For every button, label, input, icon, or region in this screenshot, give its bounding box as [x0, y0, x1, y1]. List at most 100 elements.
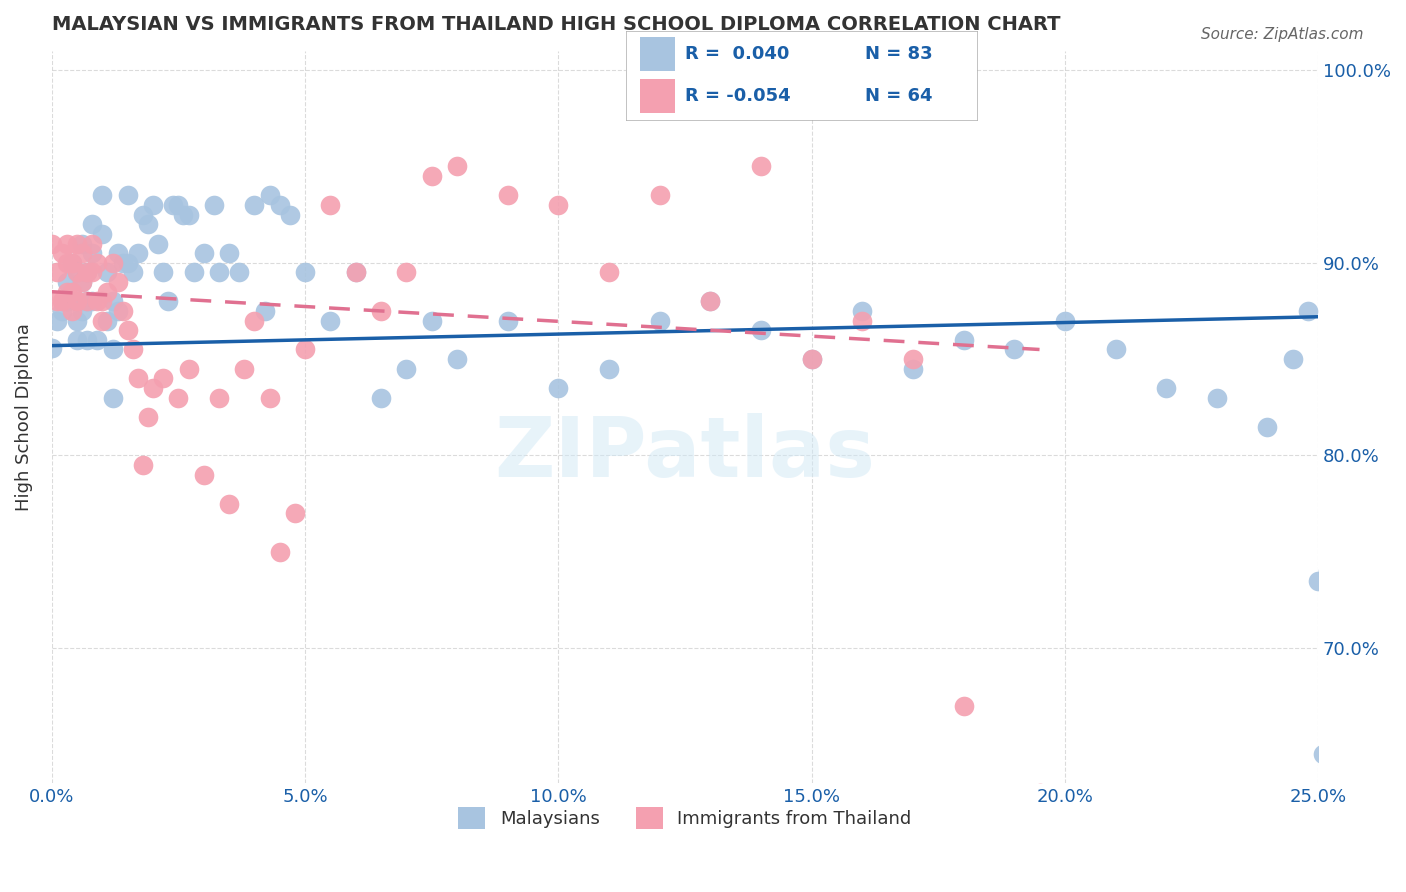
Point [162, 198, 184, 212]
Point [127, 246, 149, 260]
Point [142, 198, 165, 212]
Point [193, 467, 215, 482]
Point [598, 265, 620, 279]
Point [56, 275, 79, 289]
Point [86, 294, 108, 309]
Point [82, 265, 104, 279]
Point [70, 275, 93, 289]
Point [70, 275, 93, 289]
Point [243, 198, 266, 212]
Point [1317, 564, 1340, 578]
Point [60, 304, 83, 318]
Point [142, 381, 165, 395]
Point [101, 294, 124, 309]
Text: Source: ZipAtlas.com: Source: ZipAtlas.com [1201, 27, 1364, 42]
Point [648, 188, 671, 202]
Point [82, 246, 104, 260]
Text: ZIPatlas: ZIPatlas [495, 413, 876, 494]
Point [208, 391, 231, 405]
Point [496, 188, 519, 202]
Point [76, 265, 98, 279]
Point [1154, 381, 1177, 395]
Point [253, 304, 276, 318]
Point [395, 265, 418, 279]
Point [1053, 313, 1076, 327]
Point [76, 294, 98, 309]
Point [344, 265, 367, 279]
Point [420, 313, 443, 327]
Text: R = -0.054: R = -0.054 [686, 87, 792, 105]
Point [132, 458, 155, 472]
Point [76, 333, 98, 347]
Point [121, 343, 143, 357]
Point [1296, 304, 1319, 318]
Point [284, 506, 307, 520]
Point [218, 497, 240, 511]
Point [446, 160, 468, 174]
Point [60, 256, 83, 270]
Point [177, 361, 200, 376]
Point [1256, 419, 1278, 434]
Point [319, 313, 342, 327]
Point [117, 323, 139, 337]
Point [1104, 343, 1126, 357]
Point [70, 236, 93, 251]
Point [259, 188, 281, 202]
Point [370, 304, 392, 318]
Point [218, 246, 240, 260]
Point [136, 217, 159, 231]
Point [96, 313, 118, 327]
Point [101, 256, 124, 270]
Point [233, 361, 256, 376]
Point [202, 198, 225, 212]
Point [598, 361, 620, 376]
Point [172, 208, 194, 222]
Point [152, 265, 174, 279]
Point [91, 313, 114, 327]
Point [193, 246, 215, 260]
Point [952, 333, 974, 347]
Point [127, 371, 149, 385]
Point [51, 294, 73, 309]
Point [446, 352, 468, 367]
Text: N = 83: N = 83 [865, 45, 932, 63]
Point [45, 294, 67, 309]
Point [1205, 391, 1227, 405]
Point [56, 294, 79, 309]
Point [699, 294, 721, 309]
Point [66, 294, 89, 309]
Point [107, 304, 129, 318]
Point [157, 294, 180, 309]
Point [121, 265, 143, 279]
Point [370, 391, 392, 405]
Point [86, 333, 108, 347]
Point [76, 294, 98, 309]
Point [319, 198, 342, 212]
Point [41, 341, 63, 355]
Point [749, 160, 772, 174]
Point [60, 285, 83, 299]
Point [82, 294, 104, 309]
Point [167, 391, 190, 405]
Point [45, 265, 67, 279]
Point [243, 313, 266, 327]
Point [86, 256, 108, 270]
Point [101, 391, 124, 405]
Point [269, 198, 291, 212]
Point [177, 208, 200, 222]
Point [167, 198, 190, 212]
Text: MALAYSIAN VS IMMIGRANTS FROM THAILAND HIGH SCHOOL DIPLOMA CORRELATION CHART: MALAYSIAN VS IMMIGRANTS FROM THAILAND HI… [52, 15, 1060, 34]
Point [56, 285, 79, 299]
FancyBboxPatch shape [640, 37, 675, 71]
Point [952, 698, 974, 713]
Point [547, 198, 569, 212]
Point [699, 294, 721, 309]
Point [45, 313, 67, 327]
Point [800, 352, 823, 367]
Point [800, 352, 823, 367]
Point [101, 343, 124, 357]
Point [41, 236, 63, 251]
Point [51, 246, 73, 260]
Point [208, 265, 231, 279]
Point [136, 409, 159, 424]
